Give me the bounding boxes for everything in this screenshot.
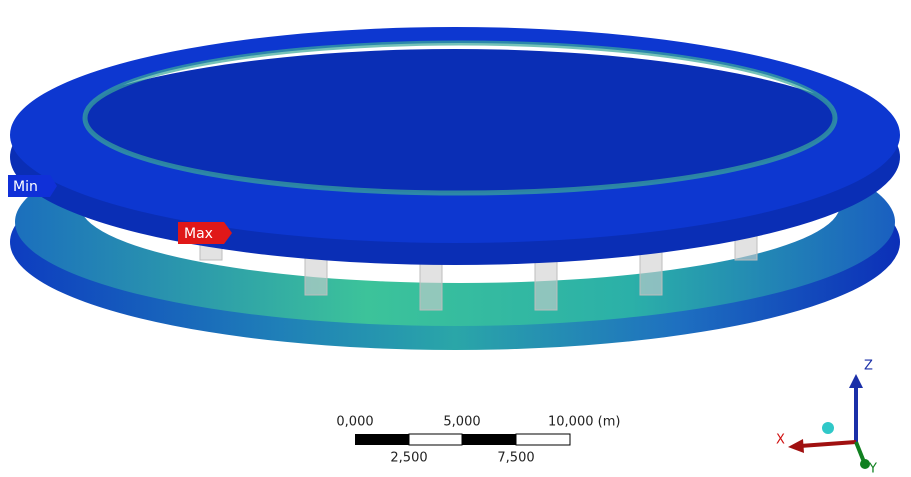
axis-label: Z: [864, 359, 873, 374]
probe-max: Max: [178, 222, 232, 244]
scale-bar: 0,000 5,000 10,000 (m) 2,500 7,500: [336, 415, 620, 466]
axis-label: Y: [868, 462, 877, 477]
axis-triad: Z X Y: [776, 359, 877, 477]
scale-label: 5,000: [443, 415, 480, 430]
model: [10, 27, 900, 350]
axis-label: X: [776, 433, 785, 448]
probe-min: Min: [8, 175, 57, 197]
scale-label: 2,500: [390, 451, 427, 466]
probe-label: Max: [184, 226, 213, 242]
probe-label: Min: [13, 179, 38, 195]
scale-label: 0,000: [336, 415, 373, 430]
scale-label: 7,500: [497, 451, 534, 466]
viewport: Min Max 0,000 5,000 10,000 (m) 2,500 7,5…: [0, 0, 911, 477]
scale-label: 10,000 (m): [548, 415, 620, 430]
